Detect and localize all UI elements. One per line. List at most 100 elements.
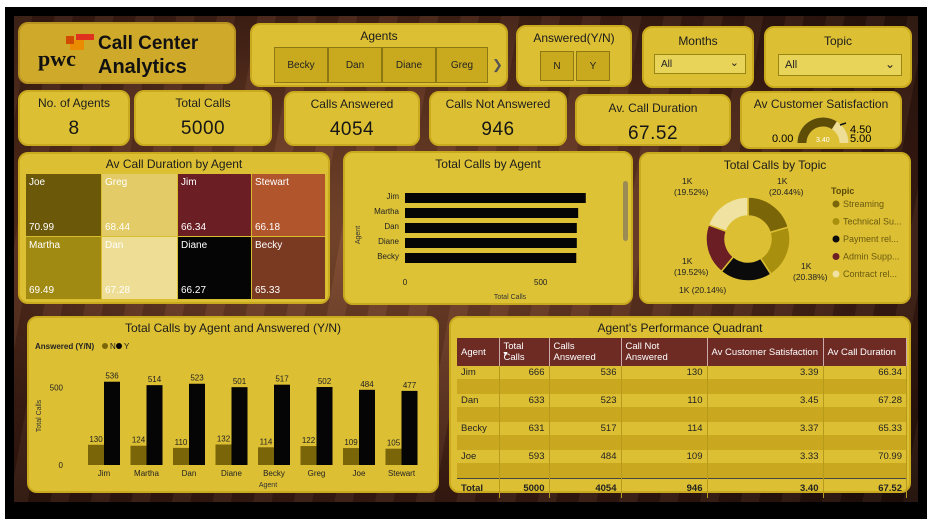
sort-desc-icon[interactable]: ▼ <box>502 351 509 358</box>
scrollbar[interactable] <box>623 181 628 241</box>
topic-slicer-title: Topic <box>823 34 852 48</box>
months-dropdown[interactable]: All ⌄ <box>654 54 746 74</box>
column-bar <box>316 387 333 465</box>
treemap-cell-value: 70.99 <box>29 222 55 233</box>
treemap-cell[interactable]: Stewart 66.18 <box>252 174 326 237</box>
donut-data-label: 1K <box>682 176 693 186</box>
table-cell: Total <box>457 477 500 498</box>
treemap-cell[interactable]: Greg 68.44 <box>102 174 178 237</box>
answered-option-n[interactable]: N <box>540 51 574 81</box>
kpi-not-answered: Calls Not Answered 946 <box>429 91 567 146</box>
col-agent[interactable]: Agent <box>457 338 500 366</box>
treemap-cell-name: Greg <box>105 177 128 188</box>
agent-option-dan[interactable]: Dan <box>328 47 382 83</box>
calls-by-topic-title: Total Calls by Topic <box>723 158 827 172</box>
table-row[interactable]: Dan 633 523 110 3.45 67.28 <box>457 394 907 407</box>
column-data-label: 132 <box>217 434 231 443</box>
chevron-right-icon[interactable]: ❯ <box>492 57 503 72</box>
donut-legend-item: Streaming <box>843 199 884 209</box>
table-cell: 65.33 <box>823 422 907 435</box>
table-cell <box>499 407 550 422</box>
donut-data-label: 1K <box>777 176 788 186</box>
kpi-answered-label: Calls Answered <box>310 97 394 111</box>
column-bar <box>189 383 205 465</box>
donut-data-label: 1K (20.14%) <box>679 285 726 295</box>
kpi-not-answered-label: Calls Not Answered <box>445 97 551 111</box>
treemap-cell[interactable]: Martha 69.49 <box>26 237 102 300</box>
kpi-total-calls: Total Calls 5000 <box>134 90 272 146</box>
table-row-spacer <box>457 463 907 478</box>
donut-slice <box>747 196 790 234</box>
calls-by-agent-chart: Jim Martha Dan Diane Becky 0 500 Total Calls Age… <box>355 192 586 301</box>
kpi-total-calls-label: Total Calls <box>175 96 231 110</box>
donut-data-label: 1K <box>801 261 812 271</box>
column-data-label: 502 <box>318 377 332 386</box>
answered-by-agent-title: Total Calls by Agent and Answered (Y/N) <box>124 321 342 335</box>
table-cell: 3.40 <box>707 477 824 498</box>
table-cell: 631 <box>499 422 550 435</box>
treemap-cell-value: 66.27 <box>181 285 207 296</box>
table-cell: 130 <box>621 366 708 379</box>
treemap-cell-value: 69.49 <box>29 285 55 296</box>
table-row[interactable]: Jim 666 536 130 3.39 66.34 <box>457 366 907 379</box>
answered-by-agent-chart: Answered (Y/N) N Y 0 500 Total Calls 130 536 Jim… <box>35 342 418 489</box>
table-cell <box>457 435 500 450</box>
table-cell: Joe <box>457 450 500 463</box>
performance-table: Agent Total Calls Calls Answered Call No… <box>457 338 907 498</box>
donut-data-label: (20.44%) <box>769 187 804 197</box>
performance-table-title: Agent's Performance Quadrant <box>597 321 763 335</box>
kpi-satisfaction: Av Customer Satisfaction 0.00 3.40 4.50 … <box>740 91 902 149</box>
bar-category-label: Martha <box>374 207 399 216</box>
column-data-label: 536 <box>105 372 119 381</box>
col-calls-answered[interactable]: Calls Answered <box>549 338 622 366</box>
table-row[interactable]: Becky 631 517 114 3.37 65.33 <box>457 422 907 435</box>
answered-slicer: Answered(Y/N) N Y <box>516 25 632 87</box>
table-cell: 4054 <box>549 477 622 498</box>
treemap-cell[interactable]: Diane 66.27 <box>178 237 252 300</box>
bar-category-label: Diane <box>378 237 399 246</box>
col-total-calls[interactable]: Total Calls <box>499 338 550 366</box>
agent-option-greg[interactable]: Greg <box>436 47 488 83</box>
table-cell: 517 <box>549 422 622 435</box>
gauge-target: 4.50 <box>850 124 872 136</box>
bar <box>405 223 577 233</box>
treemap-cell[interactable]: Joe 70.99 <box>26 174 102 237</box>
donut-data-label: (19.52%) <box>674 187 709 197</box>
logo-title-line2: Analytics <box>98 56 187 78</box>
column-bar <box>88 444 104 465</box>
treemap-cell[interactable]: Jim 66.34 <box>178 174 252 237</box>
table-cell: 3.45 <box>707 394 824 407</box>
treemap-cell-name: Becky <box>255 240 283 251</box>
table-row[interactable]: Joe 593 484 109 3.33 70.99 <box>457 450 907 463</box>
x-tick-label: Becky <box>263 469 285 478</box>
agent-option-diane[interactable]: Diane <box>382 47 436 83</box>
table-cell: 67.52 <box>823 477 907 498</box>
table-row-spacer <box>457 379 907 394</box>
table-cell <box>549 435 622 450</box>
col-duration[interactable]: Av Call Duration <box>823 338 907 366</box>
treemap-cell[interactable]: Dan 67.28 <box>102 237 178 300</box>
col-satisfaction[interactable]: Av Customer Satisfaction <box>707 338 824 366</box>
donut-legend-item: Admin Supp... <box>843 252 900 262</box>
table-cell: 109 <box>621 450 708 463</box>
kpi-not-answered-value: 946 <box>481 119 515 140</box>
table-cell: 633 <box>499 394 550 407</box>
dashboard-canvas: pwc Call Center Analytics Agents Becky D… <box>14 16 918 502</box>
treemap-cell[interactable]: Becky 65.33 <box>252 237 326 300</box>
topic-dropdown[interactable]: All ⌄ <box>778 54 902 76</box>
table-cell <box>499 435 550 450</box>
bar <box>405 208 579 218</box>
column-bar <box>130 445 147 465</box>
table-cell <box>499 463 550 478</box>
answered-option-y[interactable]: Y <box>576 51 610 81</box>
treemap-cell-name: Martha <box>29 240 61 251</box>
table-cell <box>707 407 824 422</box>
y-tick-label: 0 <box>59 461 64 470</box>
col-not-answered[interactable]: Call Not Answered <box>621 338 708 366</box>
agents-slicer-title: Agents <box>360 29 398 43</box>
agent-option-becky[interactable]: Becky <box>274 47 328 83</box>
bar-category-label: Becky <box>377 252 399 261</box>
column-data-label: 523 <box>190 374 204 383</box>
treemap: Joe 70.99 Greg 68.44 Jim 66.34 Stewart 66.18 Mar… <box>26 174 326 300</box>
kpi-answered: Calls Answered 4054 <box>284 91 420 146</box>
